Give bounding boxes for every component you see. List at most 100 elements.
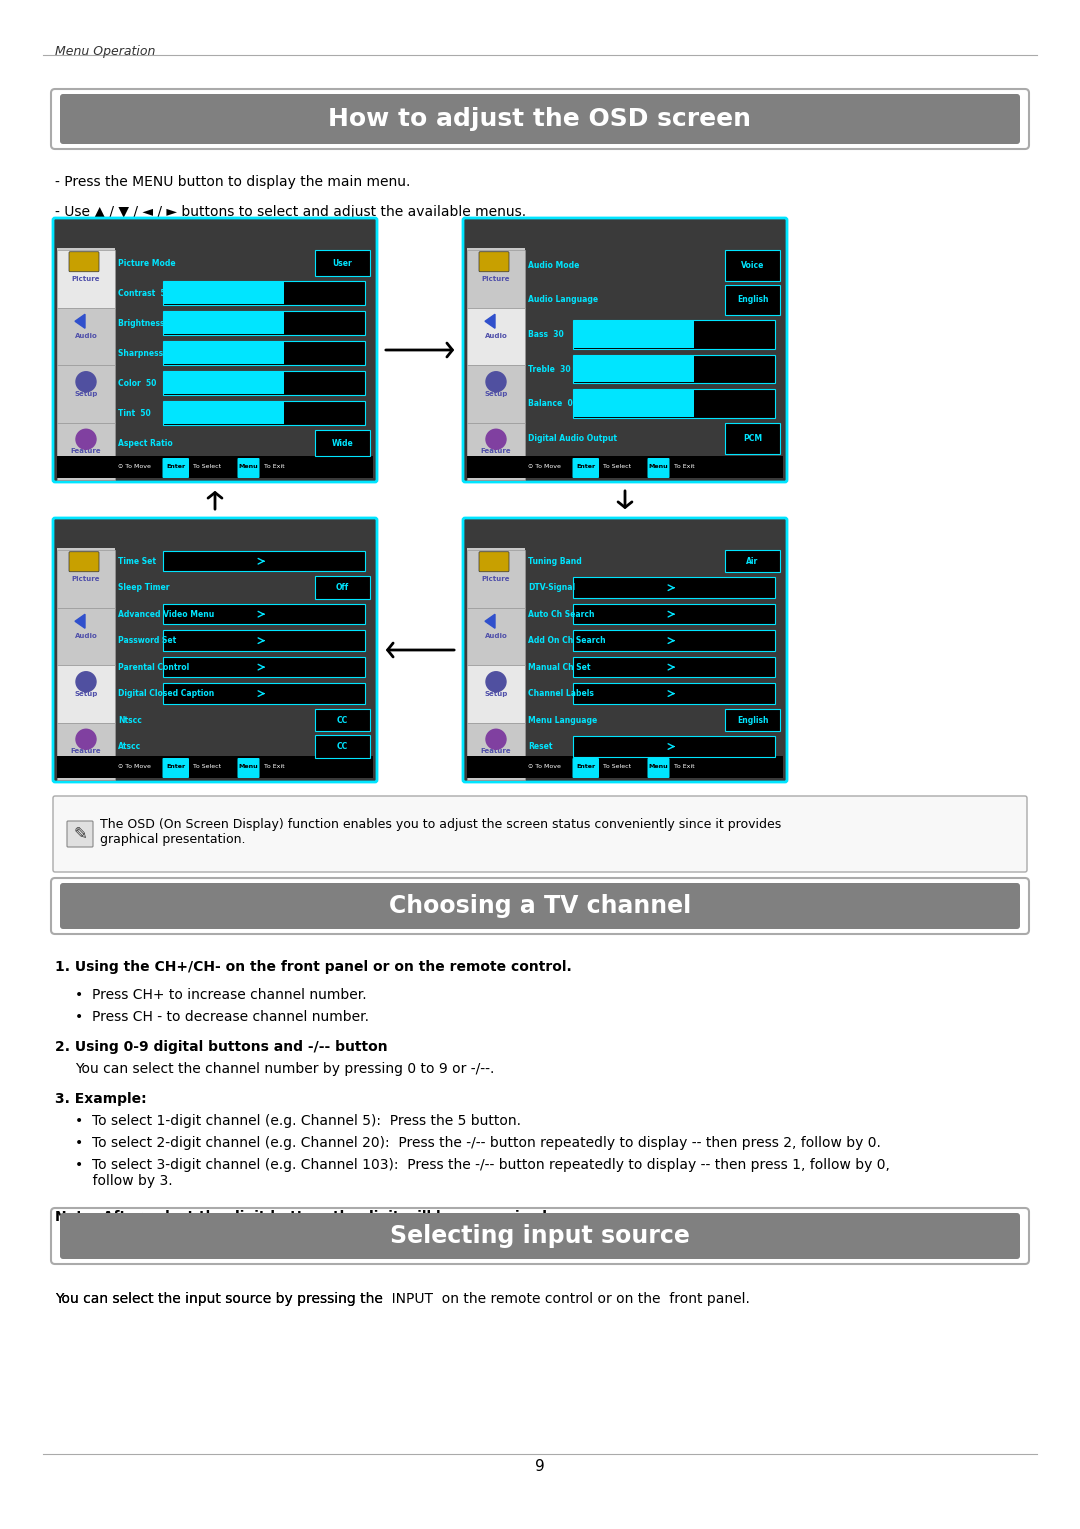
Text: Choosing a TV channel: Choosing a TV channel [389, 894, 691, 917]
Text: Menu: Menu [649, 465, 669, 469]
Text: DTV-Signal: DTV-Signal [528, 583, 576, 592]
Text: Enter: Enter [166, 764, 186, 769]
Text: You can select the input source by pressing the: You can select the input source by press… [55, 1292, 392, 1306]
Text: •  To select 2-digit channel (e.g. Channel 20):  Press the -/-- button repeatedl: • To select 2-digit channel (e.g. Channe… [75, 1136, 881, 1150]
Bar [467, 755, 783, 778]
FancyBboxPatch shape [315, 576, 370, 599]
Bar [57, 550, 114, 607]
Text: Password Set: Password Set [118, 636, 176, 645]
Bar [57, 251, 114, 307]
Bar [57, 365, 114, 422]
Text: Setup: Setup [75, 691, 97, 697]
Text: You can select the channel number by pressing 0 to 9 or -/--.: You can select the channel number by pre… [75, 1063, 495, 1076]
Text: Bass  30: Bass 30 [528, 330, 564, 339]
Text: Enter: Enter [166, 465, 186, 469]
Circle shape [486, 729, 507, 749]
Text: Parental Control: Parental Control [118, 662, 189, 671]
Polygon shape [485, 615, 495, 628]
Polygon shape [75, 615, 85, 628]
Text: Sharpness  50: Sharpness 50 [118, 349, 179, 358]
Bar [57, 607, 114, 665]
FancyBboxPatch shape [53, 518, 377, 781]
Text: Balance  0: Balance 0 [528, 399, 572, 408]
FancyBboxPatch shape [162, 758, 189, 778]
Bar [57, 723, 114, 780]
Text: You can select the input source by pressing the  INPUT  on the remote control or: You can select the input source by press… [55, 1292, 750, 1306]
FancyBboxPatch shape [60, 93, 1020, 144]
Text: Setup: Setup [75, 391, 97, 396]
Text: Digital Closed Caption: Digital Closed Caption [118, 690, 214, 699]
FancyBboxPatch shape [60, 1212, 1020, 1258]
Text: PCM: PCM [743, 434, 762, 443]
FancyBboxPatch shape [67, 821, 93, 847]
Text: To Exit: To Exit [674, 764, 694, 769]
Bar [163, 310, 365, 335]
FancyBboxPatch shape [57, 248, 114, 479]
Bar [573, 390, 775, 417]
Text: To Select: To Select [193, 764, 221, 769]
Text: Menu Language: Menu Language [528, 716, 597, 725]
FancyBboxPatch shape [467, 547, 525, 778]
Text: How to adjust the OSD screen: How to adjust the OSD screen [328, 107, 752, 131]
Bar [467, 251, 525, 307]
Bar [467, 365, 525, 422]
FancyBboxPatch shape [725, 251, 780, 281]
Circle shape [76, 372, 96, 391]
Text: Feature: Feature [70, 448, 102, 454]
Bar [573, 737, 775, 757]
Bar [573, 321, 694, 347]
Text: Tint  50: Tint 50 [118, 408, 151, 417]
Text: Feature: Feature [481, 448, 511, 454]
FancyBboxPatch shape [69, 552, 99, 572]
Text: Advanced Video Menu: Advanced Video Menu [118, 610, 214, 619]
Text: Menu Operation: Menu Operation [55, 44, 156, 58]
Bar [57, 307, 114, 365]
Bar [467, 422, 525, 480]
Circle shape [486, 430, 507, 450]
Text: Brightness  50: Brightness 50 [118, 318, 180, 327]
Text: •  To select 3-digit channel (e.g. Channel 103):  Press the -/-- button repeated: • To select 3-digit channel (e.g. Channe… [75, 1157, 890, 1188]
Text: 2. Using 0-9 digital buttons and -/-- button: 2. Using 0-9 digital buttons and -/-- bu… [55, 1040, 388, 1053]
Text: - Press the MENU button to display the main menu.: - Press the MENU button to display the m… [55, 174, 410, 190]
Bar [163, 372, 365, 394]
Text: CC: CC [337, 716, 348, 725]
FancyBboxPatch shape [315, 709, 370, 731]
Text: •  Press CH - to decrease channel number.: • Press CH - to decrease channel number. [75, 1011, 369, 1024]
Text: Add On Ch Search: Add On Ch Search [528, 636, 606, 645]
Text: Digital Audio Output: Digital Audio Output [528, 434, 617, 443]
Bar [467, 607, 525, 665]
Text: Audio: Audio [485, 633, 508, 639]
FancyBboxPatch shape [648, 758, 670, 778]
Circle shape [486, 671, 507, 691]
Text: Selecting input source: Selecting input source [390, 1225, 690, 1248]
Text: 3. Example:: 3. Example: [55, 1092, 147, 1105]
Bar [573, 578, 775, 598]
Bar [467, 307, 525, 365]
FancyBboxPatch shape [725, 550, 780, 572]
Text: To Exit: To Exit [264, 465, 284, 469]
Bar [573, 604, 775, 624]
Text: Aspect Ratio: Aspect Ratio [118, 439, 173, 448]
Bar [467, 550, 525, 607]
Text: Audio: Audio [75, 333, 97, 339]
Text: Wide: Wide [332, 439, 353, 448]
Text: Setup: Setup [484, 391, 508, 396]
Bar [57, 456, 373, 479]
Text: Enter: Enter [577, 764, 595, 769]
Text: Note: After select the digit button, the digit will be memorized.: Note: After select the digit button, the… [55, 1209, 552, 1225]
Text: Ntscc: Ntscc [118, 716, 141, 725]
Text: Picture Mode: Picture Mode [118, 258, 176, 268]
Text: Off: Off [336, 583, 349, 592]
Bar [164, 312, 284, 333]
Bar [573, 320, 775, 349]
Bar [573, 356, 694, 382]
Text: ⊙ To Move: ⊙ To Move [528, 764, 561, 769]
Bar [163, 683, 365, 703]
Text: ⊙ To Move: ⊙ To Move [118, 764, 151, 769]
Text: Feature: Feature [70, 748, 102, 754]
FancyBboxPatch shape [238, 459, 259, 479]
Text: Picture: Picture [482, 275, 510, 281]
Bar [573, 657, 775, 677]
Bar [57, 422, 114, 480]
Bar [164, 281, 284, 304]
